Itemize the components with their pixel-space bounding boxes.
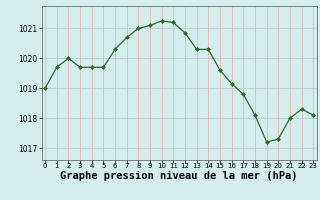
X-axis label: Graphe pression niveau de la mer (hPa): Graphe pression niveau de la mer (hPa) (60, 171, 298, 181)
